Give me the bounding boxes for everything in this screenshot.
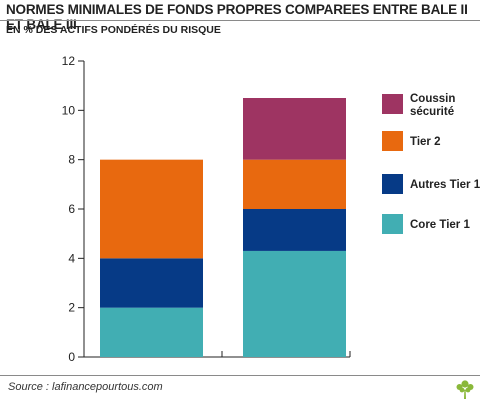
y-tick-label: 0 bbox=[68, 350, 75, 364]
chart-subtitle: EN % DES ACTIFS PONDÉRÉS DU RISQUE bbox=[6, 24, 221, 36]
source-note: Source : lafinancepourtous.com bbox=[8, 381, 163, 393]
y-tick-label: 6 bbox=[68, 202, 75, 216]
legend-swatch bbox=[382, 174, 403, 194]
y-tick-label: 10 bbox=[62, 103, 76, 117]
chart-bars bbox=[100, 98, 346, 357]
tree-icon bbox=[454, 378, 476, 405]
bar-segment bbox=[243, 250, 346, 357]
legend-swatch bbox=[382, 94, 403, 114]
chart-axes: 0 2 4 6 8 10 12 bbox=[62, 54, 351, 364]
bar-segment bbox=[100, 307, 203, 357]
bar-segment bbox=[243, 159, 346, 209]
legend-label: Coussin sécurité bbox=[410, 93, 455, 118]
legend-label: Autres Tier 1 bbox=[410, 179, 480, 191]
legend-swatch bbox=[382, 131, 403, 151]
legend-swatch bbox=[382, 214, 403, 234]
bar-segment bbox=[100, 159, 203, 259]
y-tick-label: 4 bbox=[68, 251, 75, 265]
footer-divider bbox=[0, 375, 480, 376]
y-tick-label: 12 bbox=[62, 54, 76, 68]
bar-segment bbox=[243, 209, 346, 251]
title-divider bbox=[0, 20, 480, 21]
bar-segment bbox=[100, 258, 203, 308]
legend-label: Tier 2 bbox=[410, 136, 440, 148]
legend-label: Core Tier 1 bbox=[410, 219, 470, 231]
bar-segment bbox=[243, 98, 346, 160]
y-tick-label: 8 bbox=[68, 153, 75, 167]
y-tick-label: 2 bbox=[68, 301, 75, 315]
chart-legend: Coussin sécurité Tier 2 Autres Tier 1 Core T… bbox=[382, 93, 480, 234]
